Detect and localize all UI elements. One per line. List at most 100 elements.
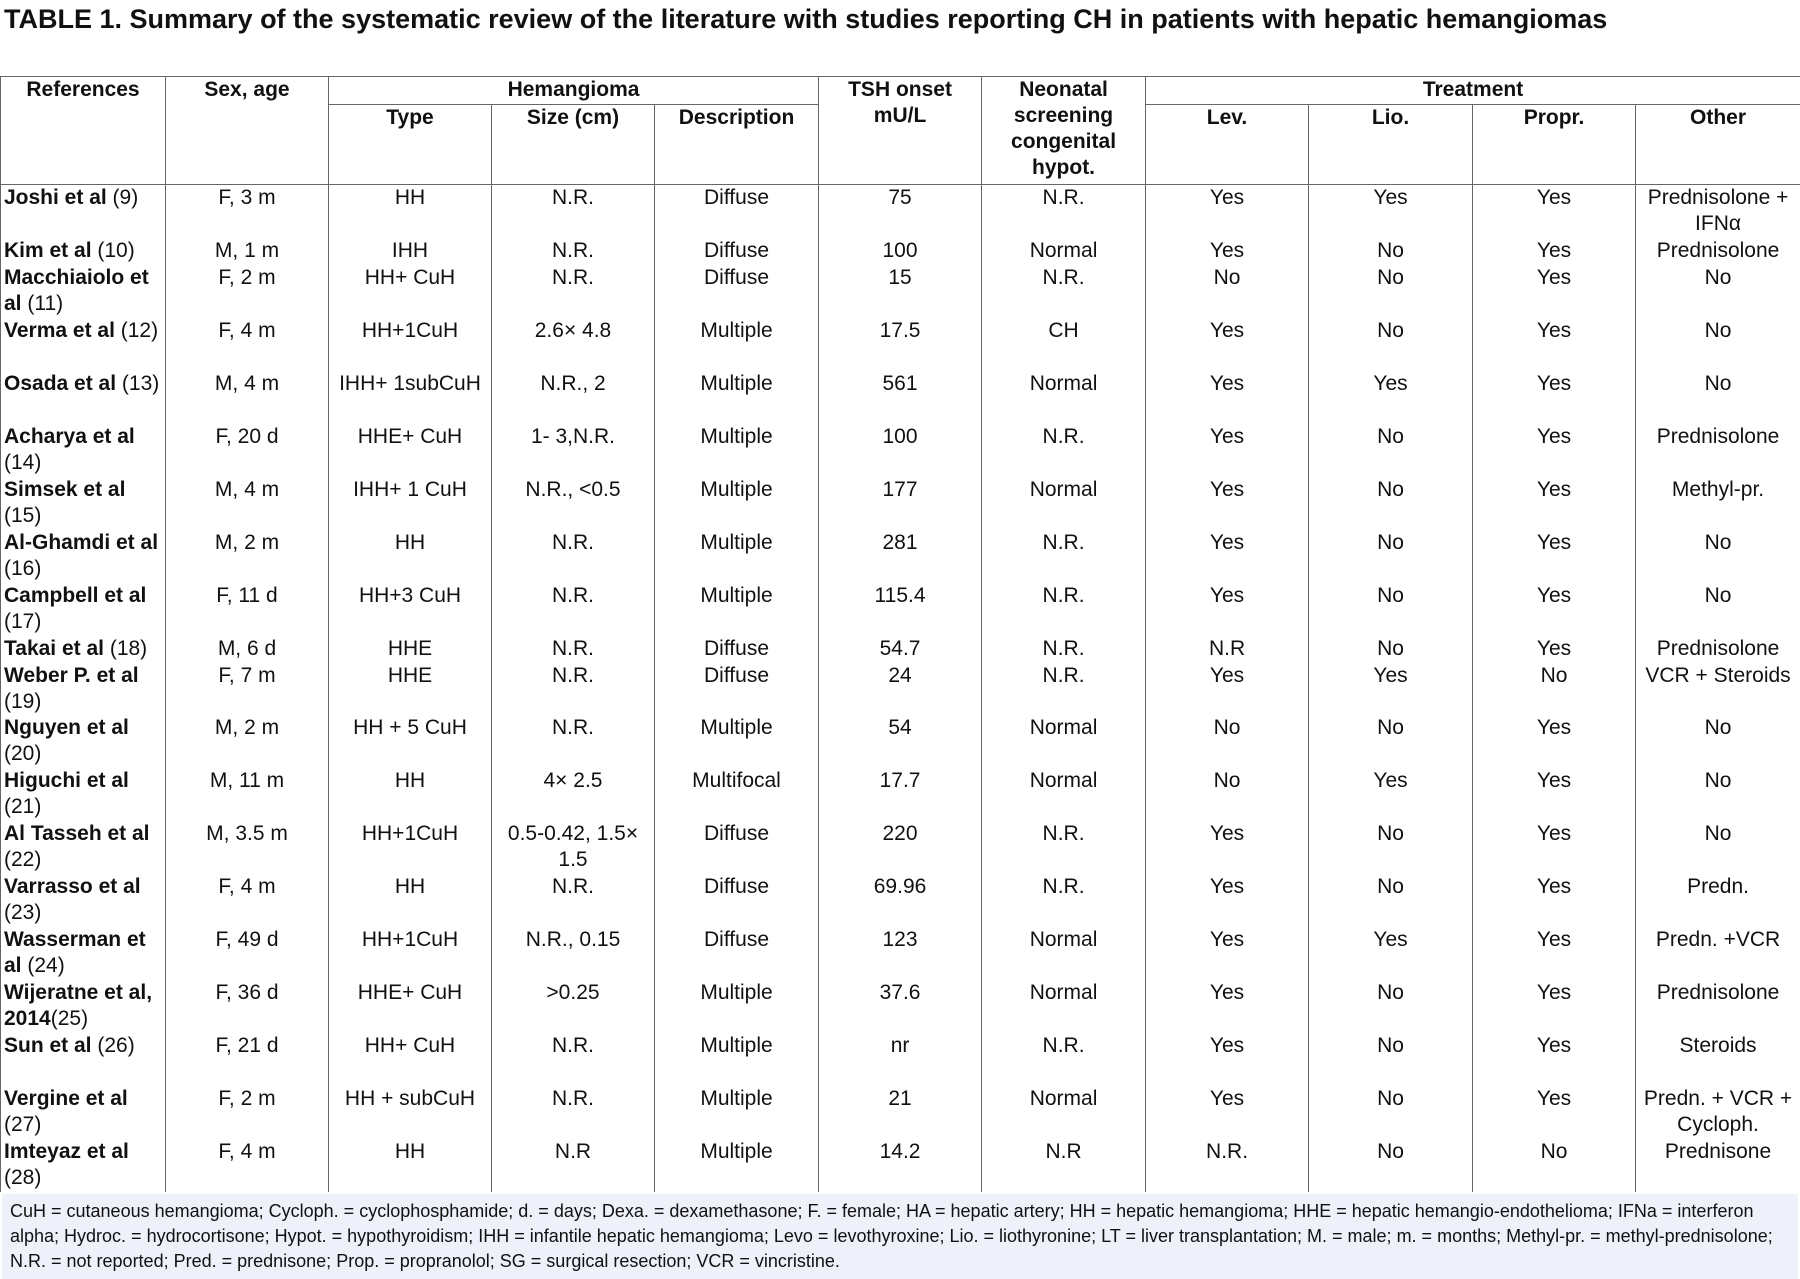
reference-author: Al Tasseh et al [4,822,150,845]
data-cell: HH+ CuH [329,265,492,318]
data-cell: No [1473,663,1636,715]
data-cell: Yes [1473,636,1636,663]
data-cell: Diffuse [655,874,819,927]
data-cell: No [1309,477,1473,530]
abbreviation-footnote: CuH = cutaneous hemangioma; Cycloph. = c… [2,1194,1798,1279]
data-cell: No [1146,265,1309,318]
data-cell: N.R., 0.15 [492,927,655,980]
data-cell: Yes [1146,318,1309,371]
data-cell: Prednisolone [1636,424,1800,477]
data-cell: F, 4 m [166,1139,329,1192]
reference-cell: Wijeratne et al, 2014(25) [1,980,166,1033]
data-cell: No [1473,1139,1636,1192]
data-cell: No [1146,768,1309,821]
data-cell: 15 [819,265,982,318]
reference-cell: Higuchi et al (21) [1,768,166,821]
data-cell: Diffuse [655,636,819,663]
reference-cell: Acharya et al (14) [1,424,166,477]
data-cell: N.R. [492,238,655,265]
header-cell: Lev. [1146,105,1309,185]
reference-cell: Weber P. et al (19) [1,663,166,715]
reference-number: (25) [51,1007,88,1030]
data-cell: 123 [819,927,982,980]
data-cell: N.R. [982,663,1146,715]
reference-number: (22) [4,848,41,871]
data-cell: Yes [1309,927,1473,980]
data-cell: Multiple [655,1033,819,1086]
data-cell: HH+3 CuH [329,583,492,636]
data-cell: F, 36 d [166,980,329,1033]
data-cell: Yes [1473,185,1636,239]
data-cell: N.R. [492,874,655,927]
data-cell: N.R. [982,1033,1146,1086]
data-cell: HH [329,185,492,239]
data-cell: No [1309,980,1473,1033]
data-cell: Yes [1473,477,1636,530]
data-cell: Yes [1473,927,1636,980]
data-cell: Prednisolone [1636,636,1800,663]
data-cell: Multiple [655,583,819,636]
data-cell: N.R. [982,821,1146,874]
data-cell: VCR + Steroids [1636,663,1800,715]
reference-number: (12) [115,319,158,342]
data-cell: N.R. [492,1033,655,1086]
reference-cell: Al Tasseh et al (22) [1,821,166,874]
reference-author: Weber P. et al [4,664,139,687]
data-cell: N.R. [492,636,655,663]
data-cell: Multiple [655,715,819,768]
reference-author: Varrasso et al [4,875,141,898]
reference-author: Kim et al [4,239,92,262]
data-cell: No [1309,874,1473,927]
data-cell: Diffuse [655,265,819,318]
data-cell: Yes [1146,980,1309,1033]
reference-author: Takai et al [4,637,104,660]
reference-author: Acharya et al [4,425,135,448]
data-cell: No [1309,318,1473,371]
data-cell: Multiple [655,1139,819,1192]
data-cell: F, 21 d [166,1033,329,1086]
data-cell: 37.6 [819,980,982,1033]
reference-cell: Vergine et al (27) [1,1086,166,1139]
data-cell: No [1309,583,1473,636]
data-cell: N.R., <0.5 [492,477,655,530]
data-cell: No [1636,583,1800,636]
data-cell: N.R [982,1139,1146,1192]
data-cell: HH+1CuH [329,927,492,980]
reference-author: Joshi et al [4,186,107,209]
data-cell: N.R [1146,636,1309,663]
data-cell: Yes [1146,927,1309,980]
reference-number: (13) [116,372,159,395]
data-cell: Diffuse [655,185,819,239]
data-cell: N.R. [492,530,655,583]
reference-author: Higuchi et al [4,769,129,792]
data-cell: Yes [1473,265,1636,318]
header-cell: Lio. [1309,105,1473,185]
reference-number: (14) [4,451,41,474]
data-cell: Prednisolone [1636,980,1800,1033]
data-cell: Yes [1309,768,1473,821]
data-cell: HHE [329,636,492,663]
data-cell: 281 [819,530,982,583]
data-cell: Normal [982,980,1146,1033]
reference-author: Vergine et al [4,1087,128,1110]
data-cell: M, 1 m [166,238,329,265]
reference-number: (20) [4,742,41,765]
reference-cell: Campbell et al (17) [1,583,166,636]
header-cell: Size (cm) [492,105,655,185]
data-cell: Yes [1473,530,1636,583]
data-cell: F, 4 m [166,318,329,371]
reference-number: (24) [22,954,65,977]
header-cell: Propr. [1473,105,1636,185]
data-cell: No [1309,1033,1473,1086]
data-cell: No [1309,238,1473,265]
data-cell: >0.25 [492,980,655,1033]
